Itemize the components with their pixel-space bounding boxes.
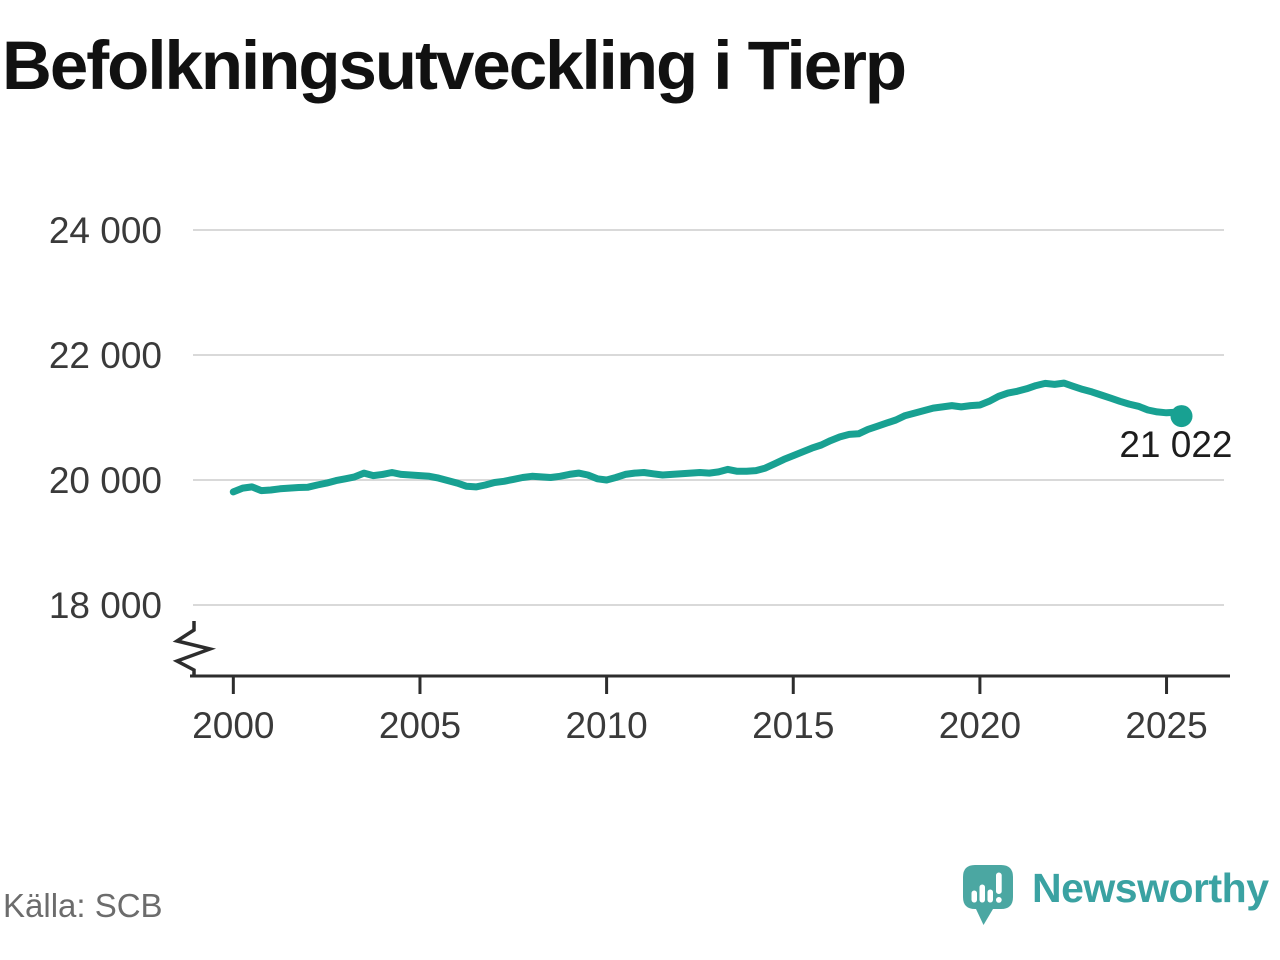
chart-title: Befolkningsutveckling i Tierp [2,27,907,104]
newsworthy-logo: Newsworthy [963,864,1280,934]
x-axis-tick-label: 2020 [939,705,1021,746]
y-axis-tick-label: 24 000 [49,210,162,251]
x-axis-tick-label: 2015 [752,705,834,746]
y-axis-tick-label: 20 000 [49,460,162,501]
newsworthy-badge-icon [963,865,1013,925]
x-axis-tick-label: 2000 [192,705,274,746]
x-axis-tick-label: 2010 [565,705,647,746]
last-point-marker [1170,405,1193,428]
y-axis-tick-label: 22 000 [49,335,162,376]
source-label: Källa: SCB [3,887,163,924]
y-axis-break-icon [172,621,217,676]
bar-chart-exclamation-glyph [971,872,1002,903]
end-value-label: 21 022 [1119,424,1232,465]
population-line [229,379,1185,496]
x-axis-tick-label: 2005 [379,705,461,746]
x-axis-tick-label: 2025 [1125,705,1207,746]
y-axis-tick-label: 18 000 [49,585,162,626]
newsworthy-wordmark: Newsworthy [1032,865,1269,911]
